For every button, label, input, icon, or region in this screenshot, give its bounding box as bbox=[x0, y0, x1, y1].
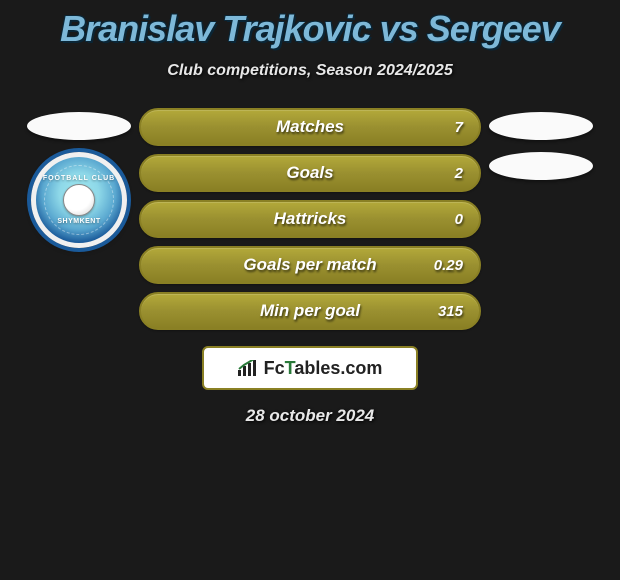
stat-value-right: 7 bbox=[455, 119, 463, 136]
brand-text: FcTables.com bbox=[264, 358, 383, 379]
stat-bar-goals: Goals 2 bbox=[139, 154, 481, 192]
left-player-column: FOOTBALL CLUB SHYMKENT bbox=[19, 108, 139, 248]
stat-value-right: 315 bbox=[438, 303, 463, 320]
stat-label: Min per goal bbox=[260, 301, 360, 321]
stat-bar-gpm: Goals per match 0.29 bbox=[139, 246, 481, 284]
brand-prefix: Fc bbox=[264, 358, 285, 378]
club-logo-ordabasy: FOOTBALL CLUB SHYMKENT bbox=[31, 152, 127, 248]
player-silhouette-right-1 bbox=[489, 112, 593, 140]
club-text-top: FOOTBALL CLUB bbox=[43, 175, 115, 182]
club-text-bottom: SHYMKENT bbox=[57, 218, 100, 225]
content-row: FOOTBALL CLUB SHYMKENT Matches 7 Goals 2… bbox=[0, 108, 620, 330]
football-icon bbox=[63, 184, 95, 216]
stat-bar-matches: Matches 7 bbox=[139, 108, 481, 146]
player-silhouette-left bbox=[27, 112, 131, 140]
brand-badge[interactable]: FcTables.com bbox=[202, 346, 418, 390]
stat-label: Goals bbox=[286, 163, 333, 183]
subtitle: Club competitions, Season 2024/2025 bbox=[0, 62, 620, 80]
stat-bar-hattricks: Hattricks 0 bbox=[139, 200, 481, 238]
player-silhouette-right-2 bbox=[489, 152, 593, 180]
date-label: 28 october 2024 bbox=[0, 406, 620, 426]
page-title: Branislav Trajkovic vs Sergeev bbox=[0, 0, 620, 50]
comparison-card: Branislav Trajkovic vs Sergeev Club comp… bbox=[0, 0, 620, 580]
stats-column: Matches 7 Goals 2 Hattricks 0 Goals per … bbox=[139, 108, 481, 330]
brand-suffix: ables.com bbox=[294, 358, 382, 378]
stat-label: Matches bbox=[276, 117, 344, 137]
stat-label: Hattricks bbox=[274, 209, 347, 229]
brand-accent: T bbox=[285, 358, 295, 378]
chart-icon bbox=[238, 360, 258, 376]
stat-value-right: 0 bbox=[455, 211, 463, 228]
right-player-column bbox=[481, 108, 601, 180]
stat-value-right: 2 bbox=[455, 165, 463, 182]
stat-value-right: 0.29 bbox=[434, 257, 463, 274]
stat-bar-mpg: Min per goal 315 bbox=[139, 292, 481, 330]
stat-label: Goals per match bbox=[243, 255, 376, 275]
